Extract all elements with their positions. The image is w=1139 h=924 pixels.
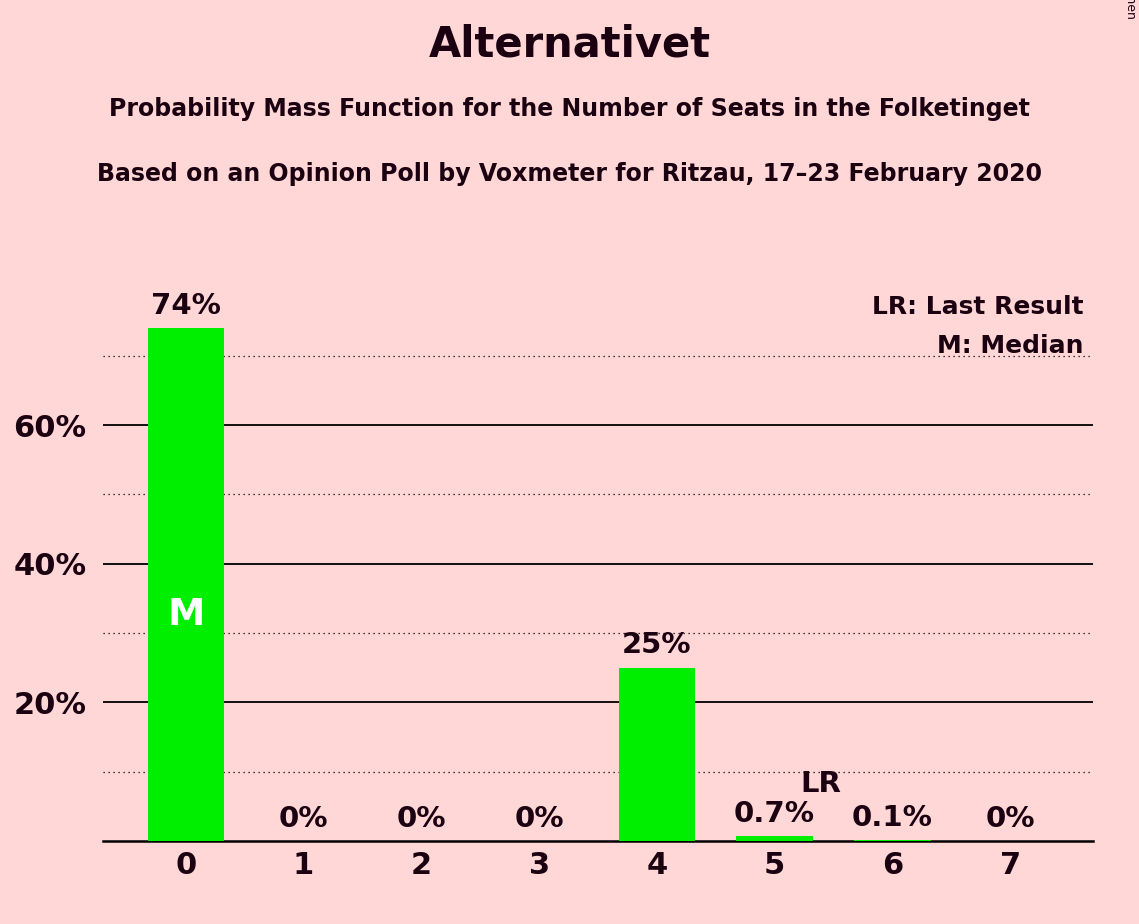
Text: LR: LR	[801, 770, 842, 797]
Text: 0%: 0%	[279, 805, 328, 833]
Text: 0.1%: 0.1%	[852, 804, 933, 832]
Text: M: Median: M: Median	[937, 334, 1083, 358]
Text: 0%: 0%	[515, 805, 564, 833]
Text: 0%: 0%	[396, 805, 446, 833]
Text: Based on an Opinion Poll by Voxmeter for Ritzau, 17–23 February 2020: Based on an Opinion Poll by Voxmeter for…	[97, 162, 1042, 186]
Bar	[148, 328, 224, 841]
Text: Probability Mass Function for the Number of Seats in the Folketinget: Probability Mass Function for the Number…	[109, 97, 1030, 121]
Text: LR: Last Result: LR: Last Result	[872, 295, 1083, 319]
Text: M: M	[167, 597, 205, 633]
Text: 0.7%: 0.7%	[735, 799, 816, 828]
Text: 25%: 25%	[622, 631, 691, 660]
Bar	[736, 836, 813, 841]
Text: Alternativet: Alternativet	[428, 23, 711, 65]
Text: 74%: 74%	[150, 292, 221, 320]
Text: 0%: 0%	[985, 805, 1035, 833]
Bar	[618, 667, 695, 841]
Text: © 2020 Filip van Laenen: © 2020 Filip van Laenen	[1124, 0, 1137, 18]
